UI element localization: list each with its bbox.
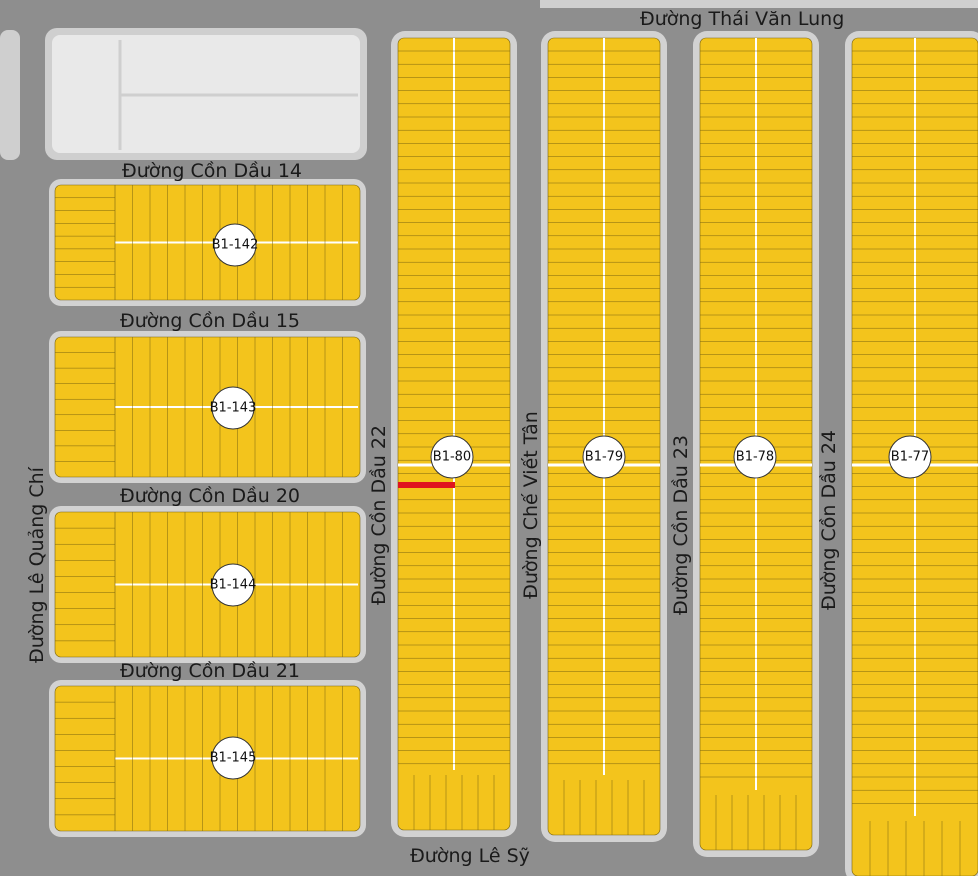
street-label: Đường Thái Văn Lung	[640, 8, 844, 30]
top-block-edge	[540, 0, 978, 8]
block-marker	[582, 435, 626, 479]
block-marker	[430, 435, 474, 479]
street-label: Đường Cồn Dầu 21	[120, 660, 300, 682]
street-label: Đường Cồn Dầu 15	[120, 310, 300, 332]
block-label: B1-80	[433, 450, 471, 465]
block-label: B1-145	[210, 751, 257, 766]
block-label: B1-79	[585, 450, 623, 465]
block-label: B1-143	[210, 401, 257, 416]
street-label: Đường Lê Sỹ	[410, 845, 530, 867]
block-label: B1-78	[736, 450, 774, 465]
block-marker	[733, 435, 777, 479]
block-marker	[211, 736, 255, 780]
street-label: Đường Cồn Dầu 20	[120, 485, 300, 507]
street-label: Đường Lê Quảng Chí	[26, 466, 48, 663]
block-label: B1-144	[210, 578, 257, 593]
block-marker	[213, 223, 257, 267]
street-label: Đường Cồn Dầu 14	[122, 160, 302, 182]
block-marker	[888, 435, 932, 479]
street-label: Đường Chế Viết Tân	[520, 411, 542, 599]
block-marker	[211, 386, 255, 430]
left-block	[0, 30, 20, 160]
block-marker	[211, 563, 255, 607]
block-label: B1-142	[212, 238, 259, 253]
street-label: Đường Cồn Dầu 23	[670, 435, 692, 615]
street-label: Đường Cồn Dầu 22	[368, 425, 390, 605]
block-label: B1-77	[891, 450, 929, 465]
street-label: Đường Cồn Dầu 24	[818, 430, 840, 610]
